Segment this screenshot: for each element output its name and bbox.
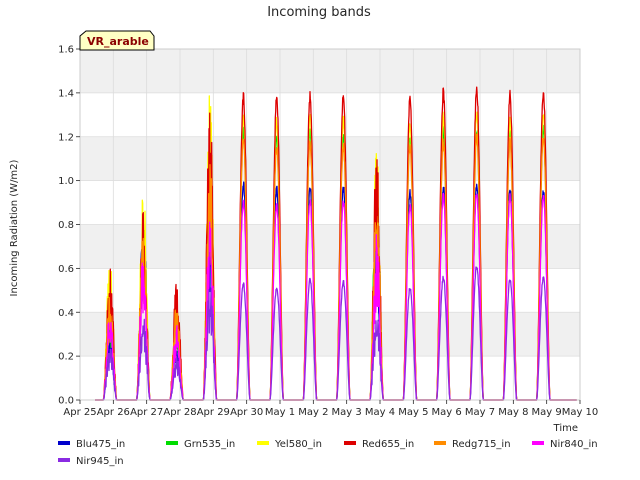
x-axis-label: Time	[553, 423, 578, 434]
x-tick-label: May 10	[562, 407, 599, 418]
x-tick-label: May 5	[398, 407, 428, 418]
legend-label: Redg715_in	[452, 439, 511, 450]
legend-item-Yel580_in: Yel580_in	[257, 439, 322, 450]
x-tick-label: May 4	[365, 407, 395, 418]
legend-item-Blu475_in: Blu475_in	[58, 439, 125, 450]
legend-swatch	[58, 458, 70, 462]
legend: Blu475_in Grn535_in Yel580_in Red655_in Redg…	[58, 439, 598, 467]
legend-item-Red655_in: Red655_in	[344, 439, 414, 450]
legend-label: Blu475_in	[76, 439, 125, 450]
y-tick-label: 0.4	[58, 308, 74, 319]
y-axis-label: Incoming Radiation (W/m2)	[9, 159, 20, 296]
plot-band	[80, 136, 580, 181]
x-tick-label: Apr 29	[197, 407, 230, 418]
x-tick-label: Apr 27	[130, 407, 163, 418]
legend-swatch	[166, 441, 178, 445]
chart-title: Incoming bands	[267, 5, 371, 20]
plot-band	[80, 224, 580, 269]
tag-label: VR_arable	[79, 30, 155, 51]
x-tick-label: Apr 26	[97, 407, 130, 418]
legend-swatch	[434, 441, 446, 445]
y-tick-label: 0.0	[58, 396, 74, 407]
legend-item-Nir840_in: Nir840_in	[532, 439, 598, 450]
legend-label: Nir840_in	[550, 439, 598, 450]
legend-item-Nir945_in: Nir945_in	[58, 456, 124, 467]
x-axis-ticks: Apr 25 Apr 26 Apr 27 Apr 28 Apr 29 Apr 30 May …	[63, 400, 598, 418]
plot-band	[80, 312, 580, 357]
x-tick-label: May 2	[298, 407, 328, 418]
y-tick-label: 0.2	[58, 352, 74, 363]
y-tick-label: 0.6	[58, 264, 74, 275]
legend-swatch	[58, 441, 70, 445]
legend-swatch	[344, 441, 356, 445]
legend-label: Yel580_in	[274, 439, 322, 450]
x-tick-label: Apr 28	[163, 407, 196, 418]
y-axis-ticks: 0.0 0.2 0.4 0.6 0.8 1.0 1.2 1.4 1.6	[58, 45, 80, 407]
y-tick-label: 1.4	[58, 88, 74, 99]
legend-label: Grn535_in	[184, 439, 235, 450]
legend-swatch	[532, 441, 544, 445]
y-tick-label: 1.6	[58, 45, 74, 56]
plot-band	[80, 49, 580, 93]
x-tick-label: May 9	[532, 407, 562, 418]
tag-box	[79, 30, 155, 51]
legend-item-Redg715_in: Redg715_in	[434, 439, 511, 450]
legend-label: Red655_in	[362, 439, 414, 450]
x-tick-label: May 8	[498, 407, 528, 418]
x-tick-label: May 3	[332, 407, 362, 418]
x-tick-label: May 7	[465, 407, 495, 418]
legend-swatch	[257, 441, 269, 445]
x-tick-label: May 1	[265, 407, 295, 418]
legend-label: Nir945_in	[76, 456, 124, 467]
tag-text: VR_arable	[87, 35, 149, 48]
x-tick-label: May 6	[432, 407, 462, 418]
y-tick-label: 1.0	[58, 176, 74, 187]
legend-item-Grn535_in: Grn535_in	[166, 439, 235, 450]
x-tick-label: Apr 25	[63, 407, 96, 418]
y-tick-label: 1.2	[58, 132, 74, 143]
x-tick-label: Apr 30	[230, 407, 263, 418]
y-tick-label: 0.8	[58, 220, 74, 231]
